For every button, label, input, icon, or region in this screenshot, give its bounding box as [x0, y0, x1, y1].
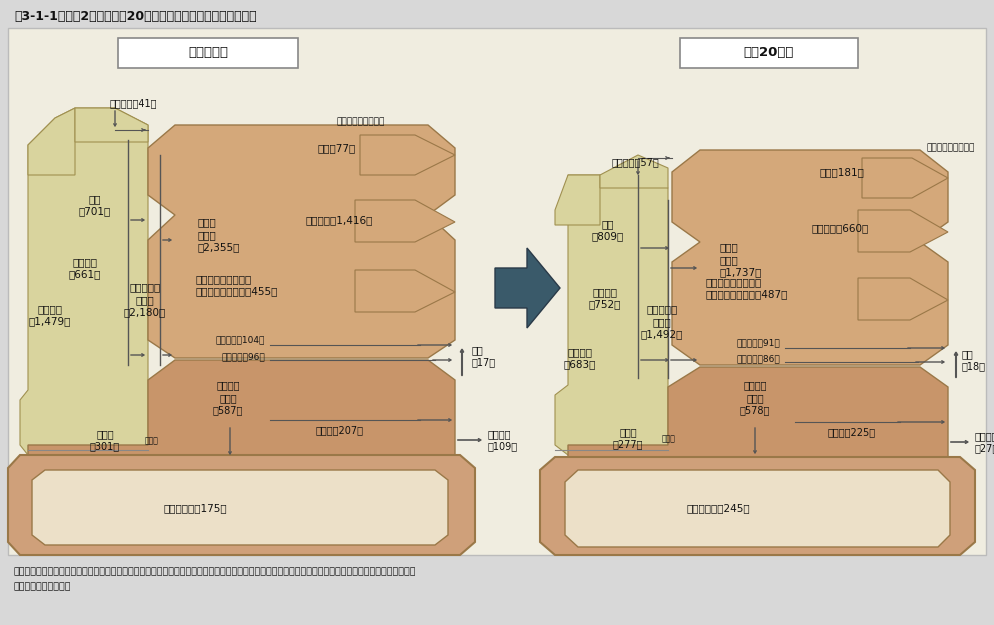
Text: 総物質
投入量
（1,737）: 総物質 投入量 （1,737） [720, 242, 762, 278]
Text: 減量化（207）: 減量化（207） [316, 425, 364, 435]
Text: 廃棄物等
の発生
（587）: 廃棄物等 の発生 （587） [213, 381, 244, 416]
Polygon shape [28, 108, 75, 175]
Text: 食料消費（104）: 食料消費（104） [216, 336, 265, 344]
Polygon shape [680, 38, 858, 68]
Polygon shape [148, 125, 455, 358]
Polygon shape [355, 200, 455, 242]
Polygon shape [20, 108, 148, 455]
Text: （単位：百万トン）: （単位：百万トン） [337, 118, 385, 126]
Text: 施肥
（18）: 施肥 （18） [962, 349, 986, 371]
Text: 輸入製品（41）: 輸入製品（41） [110, 98, 157, 108]
Text: 含水等
（277）: 含水等 （277） [612, 427, 643, 449]
Text: 輸入製品（57）: 輸入製品（57） [612, 157, 660, 167]
Text: 平成20年度: 平成20年度 [744, 46, 794, 59]
Text: 輸入
（701）: 輸入 （701） [79, 194, 111, 216]
Text: 施肥
（17）: 施肥 （17） [472, 345, 496, 368]
Text: 循環利用量（245）: 循環利用量（245） [686, 503, 749, 513]
Text: 輸入
（809）: 輸入 （809） [591, 219, 624, 241]
Polygon shape [360, 135, 455, 175]
Text: 自然還元（86）: 自然還元（86） [737, 354, 780, 364]
Text: （注）: （注） [662, 434, 676, 443]
Text: 輸入資源
（752）: 輸入資源 （752） [588, 287, 621, 309]
Text: 廃棄物等
の発生
（578）: 廃棄物等 の発生 （578） [740, 381, 770, 416]
Polygon shape [75, 108, 148, 142]
Text: 総物質
投入量
（2,355）: 総物質 投入量 （2,355） [198, 217, 241, 252]
Polygon shape [28, 360, 455, 460]
Polygon shape [555, 175, 668, 455]
Text: （単位：百万トン）: （単位：百万トン） [926, 144, 975, 152]
Polygon shape [565, 470, 950, 547]
Polygon shape [555, 175, 600, 225]
Text: 最終処分
（27）: 最終処分 （27） [975, 431, 994, 453]
Text: 減量化（225）: 減量化（225） [828, 427, 876, 437]
Polygon shape [495, 248, 560, 328]
Polygon shape [32, 470, 448, 545]
Text: 天然資源等
投入量
（2,180）: 天然資源等 投入量 （2,180） [124, 282, 166, 318]
Polygon shape [540, 457, 975, 555]
Text: 最終処分
（109）: 最終処分 （109） [488, 429, 518, 451]
Polygon shape [568, 367, 948, 460]
Polygon shape [672, 150, 948, 365]
Text: エネルギー消費及び
工業プロセス排出（455）: エネルギー消費及び 工業プロセス排出（455） [195, 274, 277, 296]
Polygon shape [600, 155, 668, 188]
Text: 輸入資源
（661）: 輸入資源 （661） [69, 257, 101, 279]
Text: 蓄積純増（660）: 蓄積純増（660） [812, 223, 869, 233]
Text: 食料消費（91）: 食料消費（91） [737, 339, 780, 348]
Polygon shape [355, 270, 455, 312]
Text: （注）含水等廃棄物等の含水等（汚泥、家畜ふん尿、し尿、廃酸、廃アルカリ）及び経済活動に伴う土砂等の随伴投入（鉱業、建設業、上水道業の汚泥及び: （注）含水等廃棄物等の含水等（汚泥、家畜ふん尿、し尿、廃酸、廃アルカリ）及び経済… [14, 568, 416, 576]
Text: 含水等
（301）: 含水等 （301） [89, 429, 120, 451]
Text: エネルギー消費及び
工業プロセス排出（487）: エネルギー消費及び 工業プロセス排出（487） [706, 277, 788, 299]
Text: 循環利用量（175）: 循環利用量（175） [163, 503, 227, 513]
Polygon shape [858, 210, 948, 252]
Polygon shape [8, 28, 986, 555]
Text: 蓄積純増（1,416）: 蓄積純増（1,416） [305, 215, 373, 225]
Text: 天然資源等
投入量
（1,492）: 天然資源等 投入量 （1,492） [641, 304, 683, 339]
Polygon shape [858, 278, 948, 320]
Text: 鉱業の鉱さい）: 鉱業の鉱さい） [14, 582, 72, 591]
Text: 国内資源
（683）: 国内資源 （683） [564, 347, 596, 369]
Text: 輸出（181）: 輸出（181） [820, 167, 865, 177]
Text: 図3-1-1　平成2年度と平成20年度のマテリアルフロー図の比較: 図3-1-1 平成2年度と平成20年度のマテリアルフロー図の比較 [14, 9, 256, 22]
Polygon shape [8, 455, 475, 555]
Text: 自然還元（96）: 自然還元（96） [222, 352, 265, 361]
Text: 輸出（77）: 輸出（77） [318, 143, 356, 153]
Polygon shape [118, 38, 298, 68]
Text: （注）: （注） [145, 436, 159, 445]
Text: 平成２年度: 平成２年度 [188, 46, 228, 59]
Polygon shape [862, 158, 948, 198]
Text: 国内資源
（1,479）: 国内資源 （1,479） [29, 304, 72, 326]
